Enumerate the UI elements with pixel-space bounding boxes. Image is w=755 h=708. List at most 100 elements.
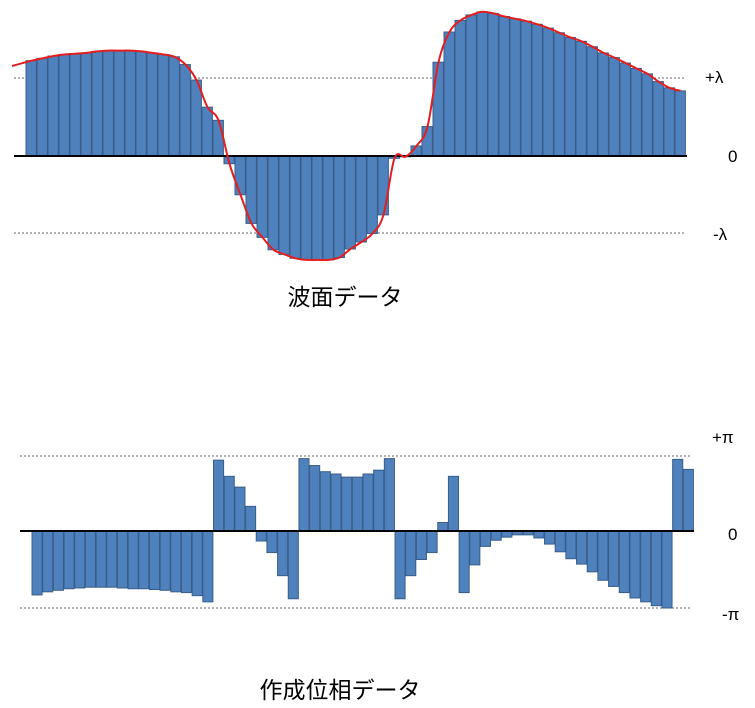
phase-bar xyxy=(330,473,342,532)
phase-bar xyxy=(213,459,225,532)
wavefront-bar xyxy=(146,52,158,157)
phase-bar xyxy=(138,530,150,590)
wavefront-bar xyxy=(465,14,477,157)
wavefront-bar xyxy=(267,155,279,251)
wavefront-bar xyxy=(553,32,565,157)
phase-bar xyxy=(629,530,641,599)
phase-bar xyxy=(426,530,438,554)
phase-bars xyxy=(31,458,694,609)
phase-bar xyxy=(341,476,353,532)
phase-chart: +π 0 -π 作成位相データ xyxy=(20,428,739,704)
wavefront-bar xyxy=(80,52,92,157)
phase-bar xyxy=(672,458,684,532)
wavefront-bar xyxy=(498,16,510,157)
phase-bar xyxy=(554,530,566,553)
phase-bar xyxy=(565,530,577,560)
wavefront-bar xyxy=(366,155,378,234)
phase-bar xyxy=(447,475,460,532)
phase-bar xyxy=(405,530,417,577)
y-tick-zero-top: 0 xyxy=(728,147,737,166)
wavefront-bar xyxy=(421,126,433,157)
wavefront-bar xyxy=(333,155,345,259)
wavefront-bar xyxy=(289,155,301,259)
phase-bar xyxy=(383,458,395,532)
phase-bar xyxy=(618,530,630,594)
phase-bar xyxy=(170,530,182,593)
phase-bar xyxy=(351,476,363,532)
wavefront-bar xyxy=(586,46,598,157)
phase-bar xyxy=(373,469,385,532)
wavefront-bar xyxy=(36,57,48,157)
wavefront-bar xyxy=(311,155,323,261)
phase-bar xyxy=(533,530,545,539)
wavefront-bar xyxy=(58,53,70,157)
phase-bar xyxy=(245,505,257,532)
phase-bar xyxy=(576,530,588,565)
wavefront-bar xyxy=(564,36,576,157)
wavefront-bar xyxy=(630,67,642,157)
phase-bar xyxy=(74,530,86,589)
phase-bar xyxy=(608,530,620,587)
wavefront-bar xyxy=(124,50,136,157)
wavefront-bar xyxy=(212,119,224,157)
wavefront-bar xyxy=(454,19,466,157)
wavefront-bar xyxy=(608,57,620,157)
phase-bar xyxy=(640,530,652,603)
phase-bar xyxy=(458,530,470,594)
phase-bar xyxy=(223,475,235,532)
phase-bar xyxy=(159,530,171,591)
phase-bar xyxy=(106,530,118,588)
phase-bar xyxy=(415,530,427,560)
y-tick-minus-lambda: -λ xyxy=(713,225,728,244)
wavefront-bar xyxy=(575,40,587,157)
wavefront-bar xyxy=(256,155,268,238)
wavefront-bar xyxy=(278,155,290,255)
wavefront-bar xyxy=(157,53,169,157)
phase-bar xyxy=(682,468,694,532)
wavefront-bar xyxy=(201,106,213,157)
phase-bar xyxy=(650,530,662,607)
wavefront-bars xyxy=(25,11,686,261)
wavefront-bar xyxy=(476,11,488,157)
wavefront-bar xyxy=(443,31,455,157)
phase-bar xyxy=(266,530,278,554)
phase-bar xyxy=(319,471,331,532)
wavefront-bar xyxy=(344,155,356,250)
phase-bar xyxy=(661,530,673,609)
y-tick-minus-pi: -π xyxy=(722,605,739,624)
wavefront-bar xyxy=(168,56,180,157)
wavefront-bar xyxy=(322,155,334,261)
wavefront-bar xyxy=(190,79,202,157)
phase-bar xyxy=(191,530,203,597)
phase-bar xyxy=(52,530,64,591)
phase-bar xyxy=(116,530,128,589)
phase-bar xyxy=(148,530,161,591)
phase-bar xyxy=(437,522,449,532)
phase-bar xyxy=(362,473,374,532)
phase-bar xyxy=(394,530,406,600)
phase-bar xyxy=(202,530,214,603)
phase-bar xyxy=(255,530,267,542)
phase-bar xyxy=(127,530,139,590)
wavefront-bar xyxy=(102,50,114,157)
wavefront-bar xyxy=(663,87,675,157)
phase-bar xyxy=(298,458,310,532)
wavefront-bar xyxy=(25,60,37,157)
wavefront-bar xyxy=(135,50,147,157)
phase-bar xyxy=(95,530,107,588)
phase-bar xyxy=(63,530,75,590)
y-tick-plus-pi: +π xyxy=(712,428,734,447)
wavefront-bar xyxy=(542,27,554,157)
phase-bar xyxy=(490,530,502,541)
phase-bar xyxy=(597,530,609,581)
phase-bar xyxy=(479,530,492,547)
wavefront-chart-title: 波面データ xyxy=(288,285,403,311)
wavefront-bar xyxy=(674,90,686,157)
phase-bar xyxy=(234,486,246,532)
phase-bar xyxy=(180,530,193,594)
wavefront-bar xyxy=(69,53,81,157)
phase-bar xyxy=(84,530,96,588)
y-tick-zero-bottom: 0 xyxy=(728,525,737,544)
phase-bar xyxy=(31,530,43,596)
